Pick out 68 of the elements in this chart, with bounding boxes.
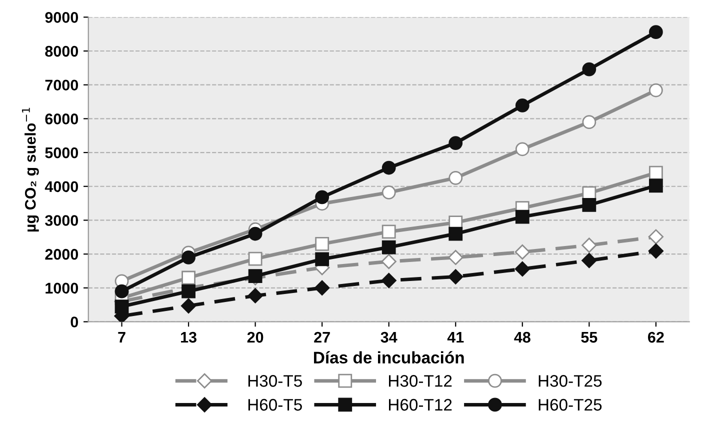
point <box>182 270 196 285</box>
point <box>382 240 396 254</box>
point <box>182 284 196 298</box>
y-tick-label: 8000 <box>45 46 78 57</box>
y-axis-title: µg CO₂ g suelo$^{−1}$ <box>22 108 39 232</box>
point <box>515 142 530 156</box>
point <box>448 136 463 150</box>
x-tick-label: 34 <box>380 332 398 343</box>
legend-label: H60-T12 <box>388 398 452 411</box>
point <box>248 226 262 241</box>
y-tick-label: 2000 <box>45 248 78 260</box>
point <box>582 62 596 76</box>
point <box>382 160 396 175</box>
point <box>448 170 463 185</box>
y-tick-label: 1000 <box>46 282 78 294</box>
point <box>515 98 530 112</box>
x-tick-label: 27 <box>314 332 330 343</box>
point <box>248 252 262 266</box>
x-tick-label: 41 <box>447 332 464 343</box>
point <box>648 178 663 193</box>
point <box>381 254 396 270</box>
y-tick-label: 9000 <box>45 12 78 23</box>
legend-label: H60-T5 <box>248 398 302 411</box>
point <box>314 280 330 296</box>
x-axis-title: Días de incubación <box>314 351 464 364</box>
point <box>514 261 530 277</box>
point <box>648 83 663 98</box>
point <box>315 190 330 204</box>
x-tick-label: 62 <box>648 332 664 343</box>
point <box>114 300 129 314</box>
y-tick-label: 7000 <box>45 80 78 91</box>
point <box>315 236 330 251</box>
y-tick-label: 0 <box>70 316 78 328</box>
point <box>448 269 464 284</box>
point <box>648 229 664 244</box>
point <box>382 186 396 200</box>
y-tick-label: 4000 <box>44 181 78 192</box>
point <box>648 25 663 39</box>
point <box>248 269 262 284</box>
y-tick-label: 5000 <box>45 147 78 158</box>
point <box>182 250 196 264</box>
point <box>248 288 263 304</box>
point <box>582 198 596 212</box>
point <box>582 115 596 130</box>
x-tick-label: 20 <box>247 332 264 343</box>
point <box>114 284 129 298</box>
point <box>648 166 663 180</box>
point <box>514 244 530 260</box>
x-tick-label: 13 <box>181 332 196 343</box>
legend-label: H30-T25 <box>538 375 602 387</box>
point <box>448 250 464 266</box>
point <box>180 298 196 314</box>
point <box>381 272 396 288</box>
point <box>448 226 463 241</box>
point <box>582 238 597 253</box>
y-tick-label: 6000 <box>45 114 78 124</box>
x-tick-label: 7 <box>118 332 126 343</box>
point <box>515 210 530 224</box>
point <box>648 243 664 259</box>
legend-label: H60-T25 <box>538 398 602 411</box>
legend-label: H30-T5 <box>248 375 302 387</box>
y-tick-label: 3000 <box>45 215 78 226</box>
point <box>315 252 330 266</box>
x-tick-label: 55 <box>581 332 598 343</box>
legend-label: H30-T12 <box>388 375 452 387</box>
point <box>582 252 597 268</box>
x-tick-label: 48 <box>514 332 530 343</box>
point <box>382 224 396 239</box>
